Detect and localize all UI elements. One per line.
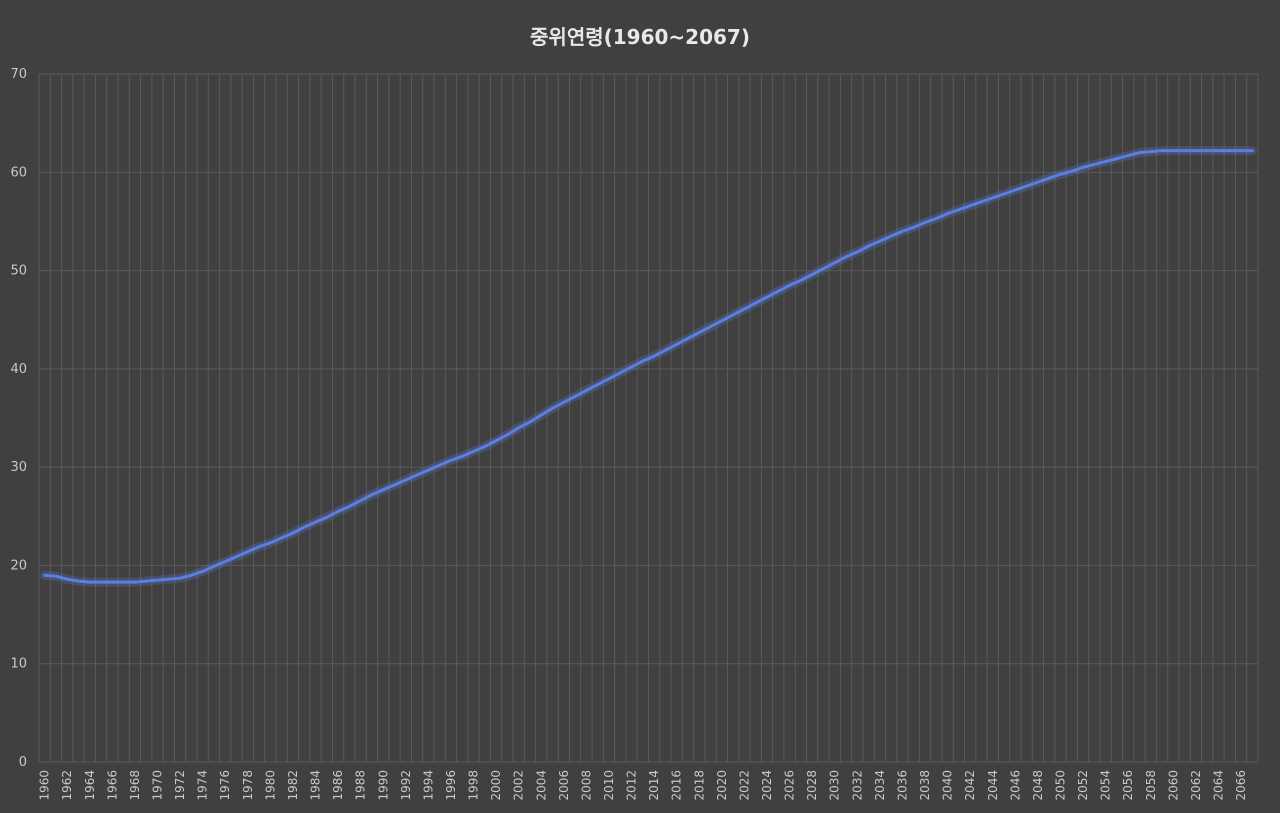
x-tick-label: 2026 xyxy=(783,770,797,801)
y-tick-label: 0 xyxy=(19,755,27,770)
x-tick-label: 2000 xyxy=(489,770,503,801)
x-tick-label: 2042 xyxy=(963,770,977,801)
gridlines xyxy=(38,73,1259,763)
y-tick-label: 20 xyxy=(10,558,27,573)
y-tick-label: 50 xyxy=(10,264,27,279)
x-tick-label: 2034 xyxy=(873,770,887,801)
x-tick-label: 2062 xyxy=(1189,770,1203,801)
x-tick-label: 2048 xyxy=(1031,770,1045,801)
x-tick-label: 1998 xyxy=(467,770,481,801)
x-tick-label: 1996 xyxy=(444,770,458,801)
x-tick-label: 1976 xyxy=(218,770,232,801)
x-tick-label: 2016 xyxy=(670,770,684,801)
y-tick-label: 10 xyxy=(10,657,27,672)
x-tick-label: 1988 xyxy=(354,770,368,801)
x-tick-label: 2050 xyxy=(1053,770,1067,801)
x-tick-label: 2030 xyxy=(828,770,842,801)
x-tick-label: 2002 xyxy=(512,770,526,801)
y-axis-tick-labels: 0 10 20 30 40 50 60 70 xyxy=(10,67,27,770)
x-tick-label: 1968 xyxy=(128,770,142,801)
y-tick-label: 40 xyxy=(10,362,27,377)
x-tick-label: 2040 xyxy=(941,770,955,801)
x-tick-label: 2046 xyxy=(1008,770,1022,801)
x-tick-label: 1980 xyxy=(263,770,277,801)
x-tick-label: 1964 xyxy=(83,770,97,801)
x-tick-label: 1962 xyxy=(60,770,74,801)
x-tick-label: 1982 xyxy=(286,770,300,801)
x-tick-label: 2022 xyxy=(737,770,751,801)
x-tick-label: 2064 xyxy=(1211,770,1225,801)
series-line xyxy=(43,149,1254,584)
x-tick-label: 2004 xyxy=(534,770,548,801)
x-tick-label: 1966 xyxy=(105,770,119,801)
x-tick-label: 2014 xyxy=(647,770,661,801)
x-tick-label: 1970 xyxy=(151,770,165,801)
x-tick-label: 2066 xyxy=(1234,770,1248,801)
x-tick-label: 2054 xyxy=(1099,770,1113,801)
x-tick-label: 2006 xyxy=(557,770,571,801)
y-tick-label: 60 xyxy=(10,165,27,180)
x-tick-label: 2010 xyxy=(602,770,616,801)
x-tick-label: 2052 xyxy=(1076,770,1090,801)
x-tick-label: 2038 xyxy=(918,770,932,801)
x-tick-label: 2028 xyxy=(805,770,819,801)
x-tick-label: 2018 xyxy=(692,770,706,801)
x-tick-label: 2056 xyxy=(1121,770,1135,801)
x-tick-label: 2044 xyxy=(986,770,1000,801)
x-tick-label: 1972 xyxy=(173,770,187,801)
x-tick-label: 2036 xyxy=(895,770,909,801)
x-tick-label: 1974 xyxy=(196,770,210,801)
x-tick-label: 1986 xyxy=(331,770,345,801)
x-tick-label: 2020 xyxy=(715,770,729,801)
x-tick-label: 1984 xyxy=(309,770,323,801)
y-tick-label: 30 xyxy=(10,460,27,475)
x-tick-label: 2032 xyxy=(850,770,864,801)
x-tick-label: 2058 xyxy=(1144,770,1158,801)
y-tick-label: 70 xyxy=(10,67,27,82)
x-axis-tick-labels: 1960 1962 1964 1966 1968 1970 1972 1974 1976 1978… xyxy=(38,770,1248,801)
x-tick-label: 2060 xyxy=(1166,770,1180,801)
x-tick-label: 1990 xyxy=(376,770,390,801)
x-tick-label: 1992 xyxy=(399,770,413,801)
x-tick-label: 2012 xyxy=(625,770,639,801)
series-group xyxy=(40,146,1257,587)
x-tick-label: 1960 xyxy=(38,770,52,801)
x-tick-label: 2008 xyxy=(579,770,593,801)
x-tick-label: 1978 xyxy=(241,770,255,801)
chart-title: 중위연령(1960~2067) xyxy=(530,25,750,49)
x-tick-label: 1994 xyxy=(421,770,435,801)
x-tick-label: 2024 xyxy=(760,770,774,801)
